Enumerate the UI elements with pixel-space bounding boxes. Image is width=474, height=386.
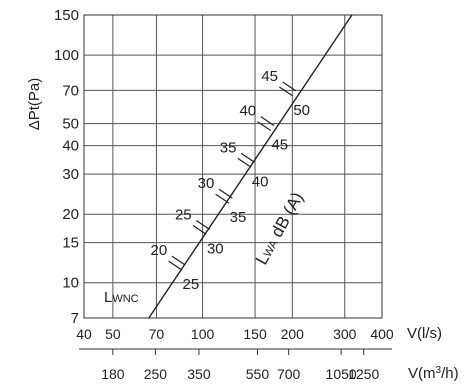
sound-level-tick [260, 116, 275, 127]
secondary-axis-tick-label: 1050 [326, 366, 357, 382]
y-tick-label: 20 [62, 206, 79, 223]
plot-frame [83, 14, 383, 319]
grid [83, 14, 383, 319]
secondary-axis-tick-label: 350 [187, 366, 211, 382]
sound-level-lower-label: 30 [207, 240, 224, 257]
x-axis-label: V(l/s) [407, 325, 442, 342]
x-tick-label: 50 [105, 326, 121, 342]
y-tick-label: 15 [62, 235, 79, 252]
sound-level-tick [237, 157, 252, 168]
x-tick-label: 40 [76, 326, 92, 342]
sound-level-tick [257, 121, 272, 132]
sound-level-tick [215, 193, 230, 204]
x-tick-label: 200 [281, 326, 305, 342]
secondary-x-axis-label: V(m3/h) [408, 365, 459, 383]
sound-level-upper-label: 35 [220, 139, 237, 156]
sound-level-lower-label: 35 [230, 209, 247, 226]
y-tick-label: 50 [62, 116, 79, 133]
sound-level-upper-label: 40 [239, 103, 256, 120]
y-tick-label: 7 [71, 310, 79, 327]
curve-label: LWA dB (A) [252, 189, 307, 268]
x-tick-label: 150 [243, 326, 267, 342]
sound-level-upper-label: 45 [261, 68, 278, 85]
y-tick-labels: 7 10 15 20 30 40 50 70 100 150 [54, 7, 79, 327]
sound-level-tick [171, 255, 186, 266]
sound-level-tick [218, 188, 233, 199]
y-tick-label: 70 [62, 82, 79, 99]
sound-level-tick [192, 224, 207, 235]
sound-level-lower-label: 40 [252, 173, 269, 190]
sound-level-lower-label: 45 [271, 137, 288, 154]
corner-label: LWNC [104, 289, 139, 306]
sound-level-lower-label: 50 [293, 102, 310, 119]
secondary-axis-tick-label: 550 [246, 366, 270, 382]
y-tick-label: 10 [62, 275, 79, 292]
sound-level-tick [279, 86, 293, 97]
sound-level-tick [240, 152, 255, 163]
sound-level-upper-label: 25 [175, 206, 192, 223]
sound-level-upper-label: 20 [151, 242, 168, 259]
x-tick-label: 300 [333, 326, 357, 342]
sound-level-marks: 20 25 25 30 30 35 35 40 40 45 45 50 [151, 68, 310, 293]
x-tick-label: 400 [370, 326, 394, 342]
sound-level-tick [282, 81, 297, 92]
sound-level-lower-label: 25 [183, 276, 200, 293]
y-tick-label: 150 [54, 7, 79, 24]
x-tick-label: 70 [149, 326, 165, 342]
sound-level-tick [168, 260, 183, 271]
y-tick-label: 30 [62, 166, 79, 183]
sound-level-upper-label: 30 [198, 175, 215, 192]
y-tick-label: 100 [54, 47, 79, 64]
y-axis-label: ΔPt(Pa) [26, 78, 43, 131]
secondary-axis-tick-label: 700 [277, 366, 301, 382]
y-tick-label: 40 [62, 138, 79, 155]
x-tick-labels: 40 50 70 100 150 200 300 400 [76, 326, 394, 342]
sound-level-tick [195, 219, 210, 230]
x-tick-label: 100 [191, 326, 215, 342]
secondary-axis-tick-label: 180 [101, 366, 125, 382]
secondary-axis-tick-label: 1250 [348, 366, 379, 382]
secondary-axis-tick-label: 250 [144, 366, 168, 382]
